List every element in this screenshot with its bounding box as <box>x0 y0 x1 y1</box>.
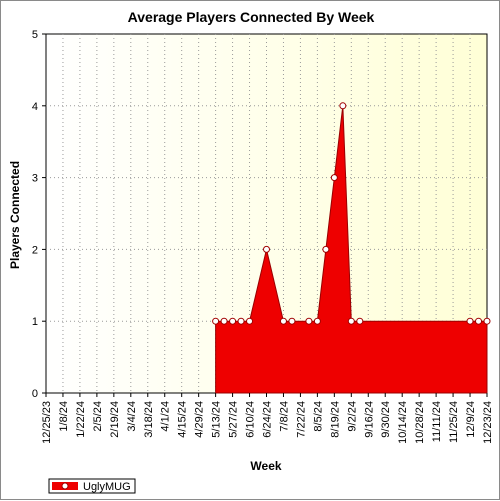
y-tick-label: 4 <box>32 101 38 113</box>
data-point-marker <box>263 245 270 253</box>
y-tick-label: 5 <box>32 29 38 41</box>
x-tick-label: 5/27/24 <box>228 401 240 438</box>
x-tick-label: 1/22/24 <box>75 401 87 438</box>
x-tick-label: 10/28/24 <box>414 401 426 444</box>
y-tick-label: 0 <box>32 388 38 400</box>
data-point-marker <box>229 317 237 325</box>
x-tick-label: 6/10/24 <box>245 401 257 438</box>
x-tick-label: 7/22/24 <box>295 401 307 438</box>
x-tick-label: 12/23/24 <box>482 401 494 444</box>
y-axis-title: Players Connected <box>8 161 22 269</box>
x-tick-label: 2/5/24 <box>92 401 104 432</box>
series-layer <box>212 102 491 394</box>
data-point-marker <box>483 317 491 325</box>
data-point-marker <box>330 174 338 182</box>
data-point-marker <box>212 317 220 325</box>
x-tick-label: 9/2/24 <box>346 401 358 432</box>
x-tick-label: 3/4/24 <box>126 401 138 432</box>
data-point-marker <box>237 317 245 325</box>
data-point-marker <box>246 317 254 325</box>
data-point-marker <box>322 245 330 253</box>
data-point-marker <box>305 317 313 325</box>
data-point-marker <box>279 317 287 325</box>
x-axis-title: Week <box>250 459 281 473</box>
data-point-marker <box>220 317 228 325</box>
data-point-marker <box>466 317 474 325</box>
x-tick-label: 10/14/24 <box>397 401 409 444</box>
x-tick-label: 12/25/23 <box>41 401 53 444</box>
data-point-marker <box>313 317 321 325</box>
x-tick-label: 11/25/24 <box>448 401 460 443</box>
x-tick-label: 6/24/24 <box>262 401 274 438</box>
y-tick-label: 2 <box>32 244 38 256</box>
x-tick-label: 4/15/24 <box>177 401 189 438</box>
legend: UglyMUG <box>48 478 136 494</box>
data-point-marker <box>475 317 483 325</box>
legend-marker <box>61 482 69 490</box>
data-point-marker <box>288 317 296 325</box>
x-tick-label: 8/19/24 <box>329 401 341 438</box>
x-tick-label: 3/18/24 <box>143 401 155 438</box>
x-tick-label: 1/8/24 <box>58 401 70 432</box>
x-tick-label: 12/9/24 <box>465 401 477 438</box>
legend-label: UglyMUG <box>83 481 131 493</box>
chart-title: Average Players Connected By Week <box>128 9 375 25</box>
y-tick-label: 1 <box>32 316 38 328</box>
x-tick-label: 8/5/24 <box>312 401 324 432</box>
x-tick-label: 2/19/24 <box>109 401 121 438</box>
x-tick-label: 9/30/24 <box>380 401 392 438</box>
data-point-marker <box>339 102 347 110</box>
y-tick-label: 3 <box>32 173 38 185</box>
data-point-marker <box>356 317 364 325</box>
x-tick-label: 11/11/24 <box>431 401 443 442</box>
x-tick-label: 4/1/24 <box>160 401 172 432</box>
axes: 0 1 2 3 4 5 12/25/23 1/8/24 1/22/24 2/5/24 2/19/24… <box>32 29 494 444</box>
x-tick-label: 5/13/24 <box>211 401 223 438</box>
x-tick-label: 9/16/24 <box>363 401 375 438</box>
data-point-marker <box>347 317 355 325</box>
x-tick-label: 7/8/24 <box>278 401 290 432</box>
x-tick-label: 4/29/24 <box>194 401 206 438</box>
